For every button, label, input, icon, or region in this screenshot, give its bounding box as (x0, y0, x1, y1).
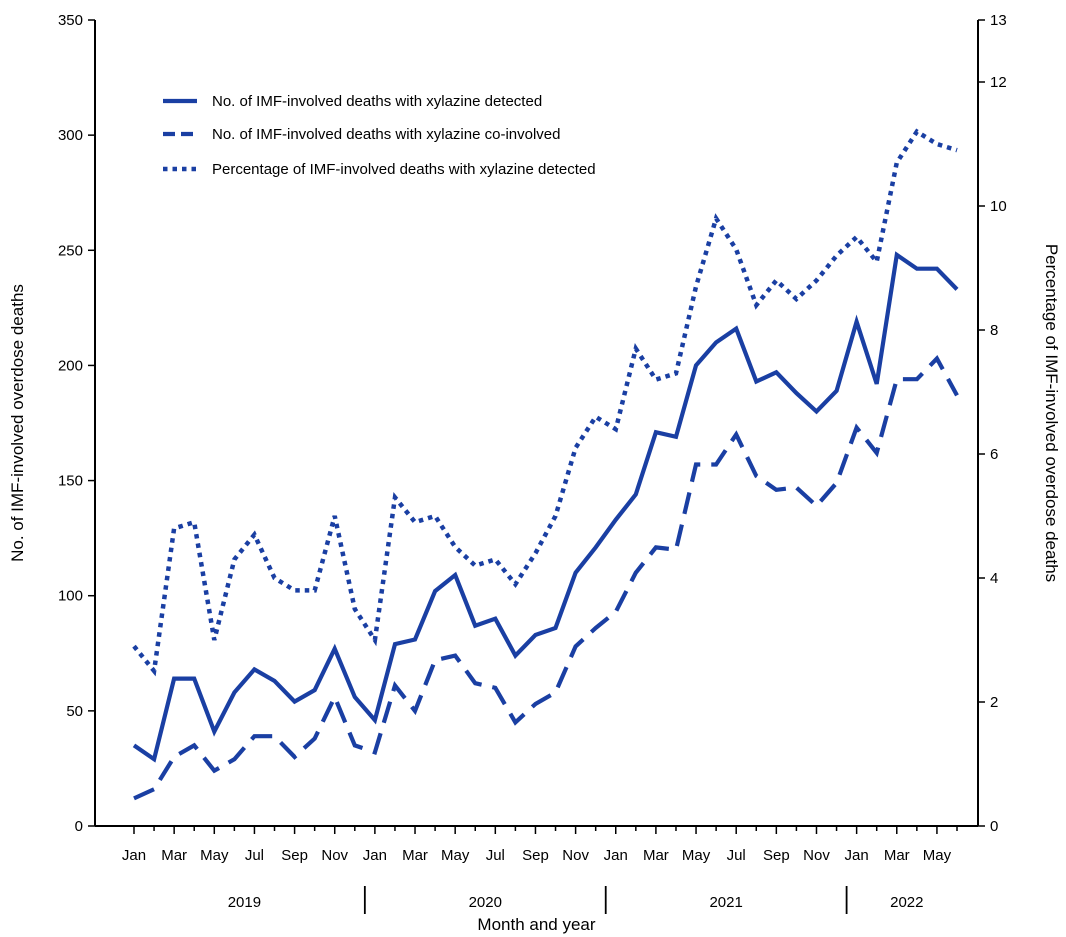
x-year-label: 2022 (890, 894, 923, 911)
y-tick-label-left: 200 (58, 357, 83, 374)
legend-label-2: No. of IMF-involved deaths with xylazine… (212, 126, 561, 143)
x-tick-label: Mar (643, 847, 669, 864)
tick-labels: 0 50 100 150 200 250 300 350 0 2 4 6 8 10 12 13 Jan Mar Ma… (58, 12, 1007, 911)
series-lines (132, 128, 959, 801)
x-tick-label: Jan (363, 847, 387, 864)
x-tick-label: May (923, 847, 952, 864)
y-axis-title-right: Percentage of IMF-involved overdose deat… (1042, 244, 1061, 582)
series-line-3 (132, 128, 958, 677)
y-tick-label-left: 250 (58, 242, 83, 259)
x-tick-label: Jul (245, 847, 264, 864)
y-tick-label-left: 350 (58, 12, 83, 29)
x-tick-label: Nov (562, 847, 589, 864)
y-tick-label-right: 12 (990, 74, 1007, 91)
x-tick-label: May (441, 847, 470, 864)
y-tick-label-right: 13 (990, 12, 1007, 29)
legend-label-3: Percentage of IMF-involved deaths with x… (212, 161, 596, 178)
y-tick-label-right: 2 (990, 694, 998, 711)
x-year-label: 2020 (469, 894, 502, 911)
x-tick-label: Mar (161, 847, 187, 864)
legend: No. of IMF-involved deaths with xylazine… (163, 93, 596, 178)
x-tick-label: Jan (845, 847, 869, 864)
x-tick-label: May (200, 847, 229, 864)
series-line-1 (132, 251, 959, 763)
x-year-label: 2019 (228, 894, 261, 911)
series-line-2 (133, 354, 959, 801)
x-tick-label: May (682, 847, 711, 864)
x-tick-label: Mar (884, 847, 910, 864)
y-tick-label-right: 6 (990, 446, 998, 463)
x-year-label: 2021 (709, 894, 742, 911)
y-tick-label-left: 100 (58, 588, 83, 605)
x-tick-label: Jul (486, 847, 505, 864)
y-tick-label-left: 300 (58, 127, 83, 144)
y-axis-title-left: No. of IMF-involved overdose deaths (8, 284, 27, 562)
x-tick-label: Jan (604, 847, 628, 864)
axes (88, 19, 985, 914)
x-tick-label: Nov (321, 847, 348, 864)
x-tick-label: Sep (281, 847, 308, 864)
x-tick-label: Jul (727, 847, 746, 864)
y-tick-label-right: 4 (990, 570, 998, 587)
y-tick-label-left: 0 (75, 818, 83, 835)
y-tick-label-left: 150 (58, 473, 83, 490)
x-tick-label: Mar (402, 847, 428, 864)
x-tick-label: Nov (803, 847, 830, 864)
y-tick-label-right: 10 (990, 198, 1007, 215)
x-tick-label: Sep (522, 847, 549, 864)
legend-label-1: No. of IMF-involved deaths with xylazine… (212, 93, 542, 110)
y-tick-label-right: 8 (990, 322, 998, 339)
y-tick-label-right: 0 (990, 818, 998, 835)
y-tick-label-left: 50 (66, 703, 83, 720)
x-axis-title: Month and year (477, 915, 595, 934)
x-tick-label: Jan (122, 847, 146, 864)
x-tick-label: Sep (763, 847, 790, 864)
